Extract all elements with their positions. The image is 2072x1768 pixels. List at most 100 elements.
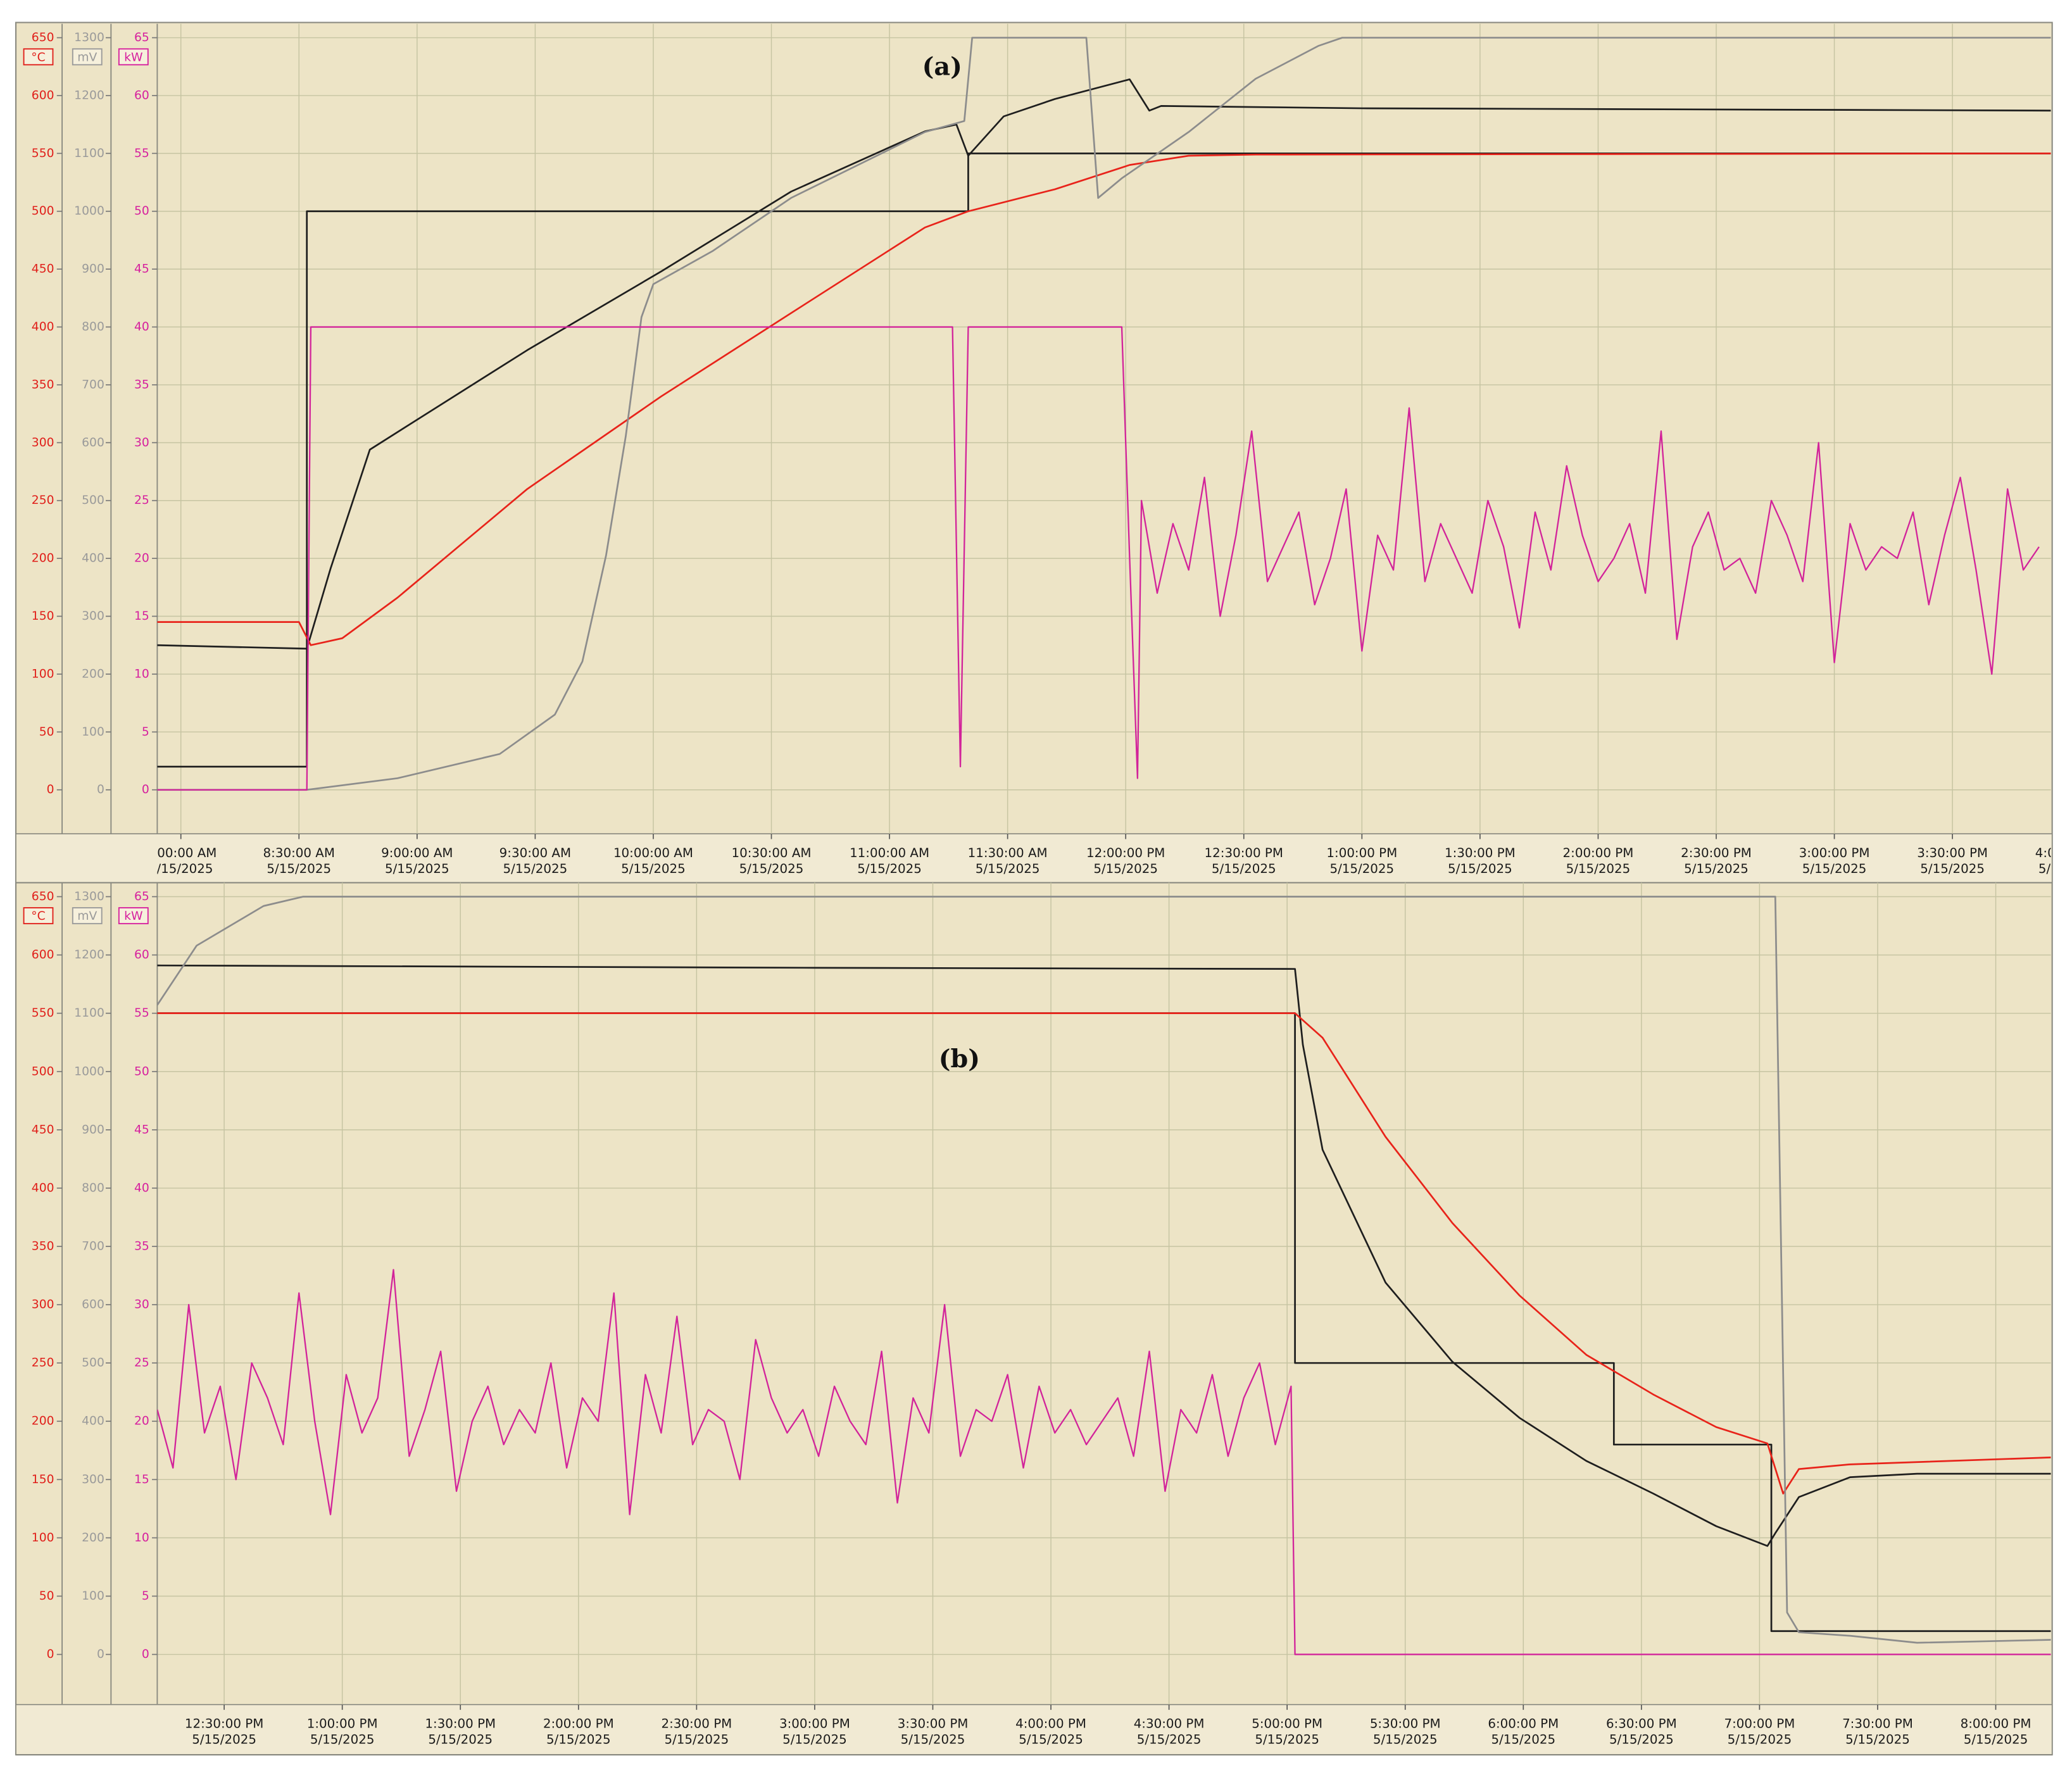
x-tick-date: 5/15/2025 (1137, 1733, 1202, 1747)
x-tick-date: 5/15/2025 (149, 862, 213, 876)
x-tick-label: 3:00:00 PM (1799, 846, 1870, 860)
x-tick-label: 11:30:00 AM (968, 846, 1048, 860)
x-tick-label: 9:30:00 AM (499, 846, 571, 860)
y-tick-label: 0 (142, 1648, 149, 1661)
x-tick-label: 2:30:00 PM (661, 1717, 732, 1731)
x-tick-label: 2:00:00 PM (543, 1717, 614, 1731)
y-tick-label: 55 (134, 1006, 149, 1020)
y-tick-label: 500 (32, 204, 54, 218)
y-tick-label: 15 (134, 610, 149, 623)
y-tick-label: 400 (32, 320, 54, 334)
x-tick-date: 5/15/2025 (1802, 862, 1867, 876)
y-tick-label: 0 (47, 783, 54, 796)
y-tick-label: 1300 (74, 890, 104, 903)
x-tick-label: 1:30:00 PM (425, 1717, 496, 1731)
y-tick-label: 500 (32, 1065, 54, 1078)
y-tick-label: 5 (142, 1589, 149, 1603)
x-tick-date: 5/15/2025 (976, 862, 1040, 876)
y-tick-label: 400 (82, 1415, 104, 1428)
y-tick-label: 60 (134, 89, 149, 102)
x-tick-label: 12:00:00 PM (1086, 846, 1165, 860)
y-tick-label: 1200 (74, 89, 104, 102)
x-tick-date: 5/15/2025 (1920, 862, 1985, 876)
x-tick-label: 8:30:00 AM (263, 846, 335, 860)
chart-panel: 8:00:00 AM 5/15/2025 8:30:00 AM 5/15/2025 9:… (15, 23, 2072, 884)
y-tick-label: 700 (82, 378, 104, 391)
x-tick-date: 5/15/2025 (739, 862, 804, 876)
x-tick-date: 5/15/2025 (1373, 1733, 1438, 1747)
x-tick-date: 5/15/2025 (857, 862, 922, 876)
x-tick-date: 5/15/2025 (310, 1733, 375, 1747)
y-tick-label: 900 (82, 263, 104, 276)
x-tick-date: 5/15/2025 (1728, 1733, 1792, 1747)
x-tick-label: 9:00:00 AM (381, 846, 453, 860)
y-tick-label: 20 (134, 1415, 149, 1428)
x-tick-date: 5/15/2025 (428, 1733, 493, 1747)
x-tick-date: 5/15/2025 (1845, 1733, 1910, 1747)
x-tick-date: 5/15/2025 (1684, 862, 1749, 876)
y-tick-label: 10 (134, 1531, 149, 1545)
unit-label: °C (31, 910, 46, 923)
x-tick-label: 11:00:00 AM (850, 846, 929, 860)
x-tick-date: 5/15/2025 (1329, 862, 1394, 876)
y-tick-label: 0 (97, 783, 104, 796)
chart-title: (a) (922, 53, 962, 82)
x-tick-label: 10:00:00 AM (613, 846, 693, 860)
x-tick-date: 5/15/2025 (192, 1733, 256, 1747)
x-tick-label: 6:00:00 PM (1488, 1717, 1559, 1731)
y-tick-label: 100 (32, 667, 54, 680)
y-tick-label: 300 (32, 1298, 54, 1312)
y-tick-label: 45 (134, 1123, 149, 1136)
unit-label: mV (77, 51, 97, 64)
x-tick-date: 5/15/2025 (665, 1733, 729, 1747)
y-tick-label: 100 (82, 725, 104, 739)
y-tick-label: 200 (82, 667, 104, 680)
x-tick-date: 5/15/2025 (385, 862, 449, 876)
x-tick-date: 5/15/2025 (1448, 862, 1512, 876)
y-tick-label: 300 (82, 1473, 104, 1486)
x-tick-labels: 8:00:00 AM 5/15/2025 8:30:00 AM 5/15/2025 9:… (145, 846, 2072, 876)
y-tick-label: 650 (32, 31, 54, 44)
x-tick-label: 3:00:00 PM (779, 1717, 850, 1731)
y-tick-label: 100 (32, 1531, 54, 1545)
y-tick-label: 200 (82, 1531, 104, 1545)
y-tick-label: 650 (32, 890, 54, 903)
series-line (157, 896, 2051, 1644)
y-tick-label: 1000 (74, 204, 104, 218)
unit-box (23, 907, 54, 925)
x-tick-label: 7:30:00 PM (1842, 1717, 1913, 1731)
y-tick-label: 800 (82, 1181, 104, 1194)
unit-box (72, 907, 103, 925)
y-tick-label: 5 (142, 725, 149, 739)
x-tick-label: 12:30:00 PM (1205, 846, 1283, 860)
x-tick-date: 5/15/2025 (546, 1733, 611, 1747)
x-tick-labels: 12:30:00 PM 5/15/2025 1:00:00 PM 5/15/2025 1… (185, 1717, 2031, 1747)
x-tick-date: 5/15/2025 (621, 862, 686, 876)
y-tick-label: 100 (82, 1589, 104, 1603)
y-tick-label: 1300 (74, 31, 104, 44)
y-tick-label: 400 (82, 552, 104, 565)
x-tick-label: 3:30:00 PM (898, 1717, 969, 1731)
x-tick-label: 8:00:00 AM (145, 846, 217, 860)
x-tick-label: 4:00:00 PM (2035, 846, 2072, 860)
y-tick-label: 60 (134, 948, 149, 962)
series-line (157, 152, 2051, 646)
y-tick-label: 0 (47, 1648, 54, 1661)
y-tick-label: 50 (134, 1065, 149, 1078)
series-line (157, 1012, 2051, 1633)
x-tick-label: 4:30:00 PM (1134, 1717, 1205, 1731)
y-tick-label: 200 (32, 1415, 54, 1428)
x-tick-label: 7:00:00 PM (1724, 1717, 1795, 1731)
x-tick-label: 1:00:00 PM (307, 1717, 378, 1731)
frame (15, 22, 2053, 1756)
x-tick-label: 3:30:00 PM (1917, 846, 1988, 860)
unit-box (118, 48, 149, 66)
y-tick-label: 600 (32, 948, 54, 962)
y-tick-label: 550 (32, 147, 54, 160)
x-tick-date: 5/15/2025 (1609, 1733, 1674, 1747)
x-axis-area (15, 833, 2053, 884)
y-tick-label: 35 (134, 378, 149, 391)
y-tick-label: 50 (39, 725, 54, 739)
